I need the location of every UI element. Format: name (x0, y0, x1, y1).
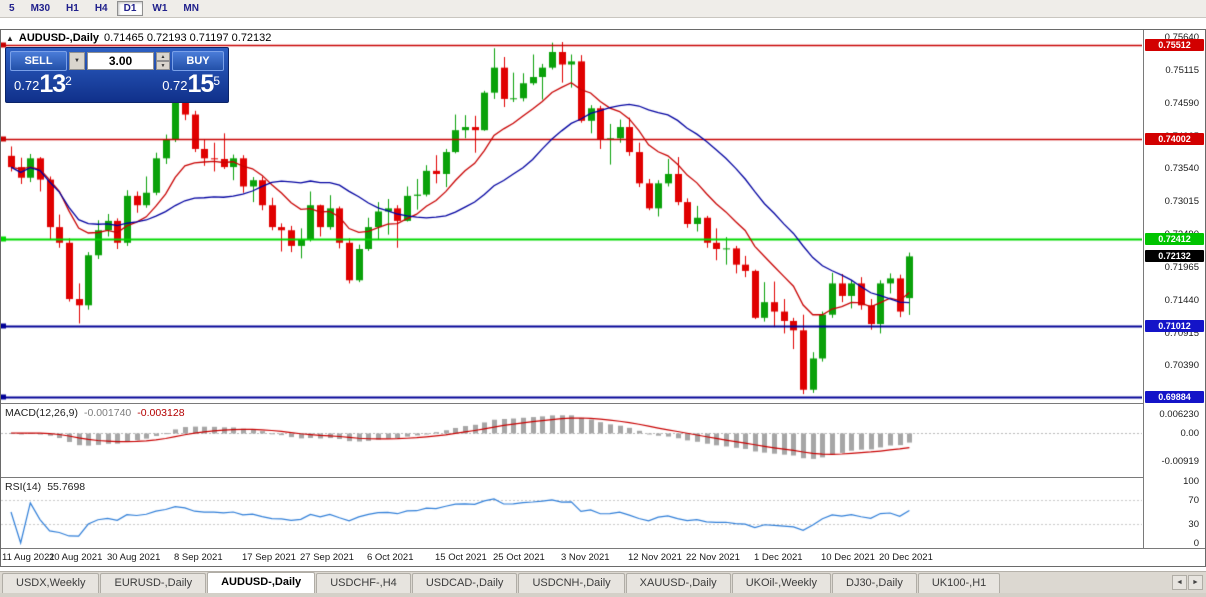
timeframe-button-h1[interactable]: H1 (66, 3, 79, 14)
rsi-scale-label: 0 (1193, 538, 1199, 549)
date-label: 30 Aug 2021 (107, 552, 161, 563)
price-scale-label: 0.74590 (1164, 97, 1199, 109)
chart-tab-bar: USDX,Weekly EURUSD-,Daily AUDUSD-,Daily USD… (0, 571, 1206, 593)
volume-increase-button[interactable]: ▲ (156, 52, 170, 61)
pane-separator[interactable] (1, 403, 1205, 404)
macd-scale-label: 0.006230 (1159, 409, 1199, 420)
rsi-scale-label: 30 (1188, 519, 1199, 531)
chart-tab-usdcnh-daily[interactable]: USDCNH-,Daily (518, 573, 625, 593)
date-label: 15 Oct 2021 (435, 552, 487, 563)
level-price-tag: 0.71012 (1145, 320, 1204, 332)
price-scale-label: 0.71440 (1164, 294, 1199, 306)
rsi-scale-label: 70 (1188, 494, 1199, 506)
chart-tab-usdx-weekly[interactable]: USDX,Weekly (2, 573, 100, 593)
chart-area: ▲ AUDUSD-,Daily 0.71465 0.72193 0.71197 … (1, 30, 1205, 566)
level-price-tag: 0.69884 (1145, 391, 1204, 403)
date-label: 3 Nov 2021 (561, 552, 610, 563)
chart-tab-ukoil-weekly[interactable]: UKOil-,Weekly (731, 573, 831, 593)
volume-decrease-button[interactable]: ▼ (156, 61, 170, 70)
chart-tab-audusd-daily[interactable]: AUDUSD-,Daily (207, 572, 316, 593)
timeframe-button-w1[interactable]: W1 (152, 3, 168, 14)
timeframe-button-h4[interactable]: H4 (94, 3, 108, 14)
chart-tab-usdcad-daily[interactable]: USDCAD-,Daily (411, 573, 518, 593)
timeframe-button-m30[interactable]: M30 (30, 3, 51, 14)
timeframe-button-d1[interactable]: D1 (116, 1, 144, 16)
date-label: 12 Nov 2021 (628, 552, 682, 563)
timeframe-button-5[interactable]: 5 (9, 3, 15, 14)
price-scale: 0.756400.751150.745900.740650.735400.730… (1143, 30, 1205, 549)
date-label: 17 Sep 2021 (242, 552, 296, 563)
buy-price: 0.72 15 5 (162, 70, 220, 98)
date-label: 27 Sep 2021 (300, 552, 354, 563)
chart-tab-eurusd-daily[interactable]: EURUSD-,Daily (100, 573, 207, 593)
date-label: 25 Oct 2021 (493, 552, 545, 563)
one-click-trading-panel: SELL ▼ 3.00 ▲ ▼ BUY 0.72 13 2 0.72 15 5 (5, 47, 229, 103)
chart-symbol-period: AUDUSD-,Daily (18, 32, 99, 44)
time-axis: 11 Aug 2021 20 Aug 2021 30 Aug 2021 8 Sep 2… (1, 548, 1205, 566)
level-price-tag: 0.74002 (1145, 133, 1204, 145)
date-label: 20 Dec 2021 (879, 552, 933, 563)
tab-scroll-left-button[interactable]: ◄ (1172, 575, 1187, 590)
price-scale-label: 0.73015 (1164, 196, 1199, 208)
date-label: 1 Dec 2021 (754, 552, 803, 563)
date-label: 10 Dec 2021 (821, 552, 875, 563)
chart-tab-dj30-daily[interactable]: DJ30-,Daily (832, 573, 917, 593)
price-scale-label: 0.70390 (1164, 360, 1199, 372)
macd-label: MACD(12,26,9) -0.001740 -0.003128 (5, 407, 185, 419)
tab-scroll-right-button[interactable]: ► (1188, 575, 1203, 590)
date-label: 20 Aug 2021 (49, 552, 103, 563)
current-price-tag: 0.72132 (1145, 250, 1204, 262)
macd-scale-label: -0.00919 (1161, 456, 1199, 468)
date-label: 8 Sep 2021 (174, 552, 223, 563)
date-label: 11 Aug 2021 (2, 552, 55, 563)
rsi-label: RSI(14) 55.7698 (5, 481, 86, 493)
volume-input[interactable]: 3.00 (87, 52, 154, 70)
macd-pane-canvas[interactable] (1, 404, 1142, 477)
chart-window: ▲ AUDUSD-,Daily 0.71465 0.72193 0.71197 … (0, 29, 1206, 567)
level-price-tag: 0.75512 (1145, 39, 1204, 51)
chart-tab-usdchf-h4[interactable]: USDCHF-,H4 (316, 573, 411, 593)
timeframe-button-mn[interactable]: MN (183, 3, 199, 14)
status-strip (0, 593, 1206, 597)
chart-ohlc-values: 0.71465 0.72193 0.71197 0.72132 (104, 32, 272, 44)
buy-button[interactable]: BUY (172, 51, 224, 71)
pane-separator[interactable] (1, 477, 1205, 478)
chart-title: ▲ AUDUSD-,Daily 0.71465 0.72193 0.71197 … (6, 32, 271, 44)
rsi-pane-canvas[interactable] (1, 478, 1142, 548)
volume-preset-dropdown[interactable]: ▼ (69, 52, 85, 70)
chart-tab-xauusd-daily[interactable]: XAUUSD-,Daily (625, 573, 731, 593)
level-price-tag: 0.72412 (1145, 233, 1204, 245)
sell-button[interactable]: SELL (10, 51, 67, 71)
timeframe-toolbar: 5 M30 H1 H4 D1 W1 MN (0, 0, 1206, 18)
rsi-scale-label: 100 (1183, 476, 1199, 487)
price-scale-label: 0.70915 (1164, 327, 1199, 339)
price-scale-label: 0.71965 (1164, 261, 1199, 273)
date-label: 6 Oct 2021 (367, 552, 414, 563)
date-label: 22 Nov 2021 (686, 552, 740, 563)
chart-symbol-icon: ▲ (6, 33, 14, 43)
chart-tab-uk100-h1[interactable]: UK100-,H1 (917, 573, 1001, 593)
macd-scale-label: 0.00 (1180, 428, 1200, 439)
price-scale-label: 0.73540 (1164, 163, 1199, 175)
price-scale-label: 0.75115 (1165, 64, 1199, 76)
sell-price: 0.72 13 2 (14, 70, 72, 98)
price-scale-label: 0.75640 (1164, 31, 1199, 43)
